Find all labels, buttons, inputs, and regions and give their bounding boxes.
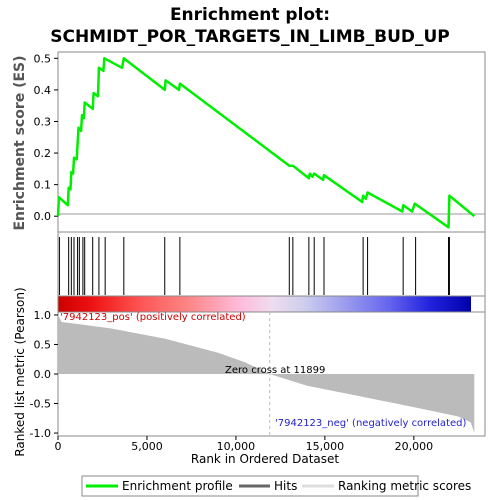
chart-title-line1: Enrichment plot: [170, 5, 330, 25]
x-tick-label: 0 [55, 440, 62, 453]
es-y-tick-label: 0.5 [34, 52, 52, 65]
legend-enrichment-label: Enrichment profile [122, 479, 233, 493]
x-tick-label: 20,000 [395, 440, 434, 453]
metric-y-axis: 1.0 0.5 0.0 -0.5 -1.0 [30, 309, 58, 440]
es-y-tick-label: 0.4 [34, 84, 52, 97]
positive-correlation-label: '7942123_pos' (positively correlated) [60, 312, 246, 323]
es-y-tick-label: 0.3 [34, 115, 52, 128]
es-y-tick-label: 0.2 [34, 147, 52, 160]
hits-markers [58, 237, 450, 295]
negative-correlation-label: '7942123_neg' (negatively correlated) [275, 418, 466, 429]
metric-y-tick-label: -0.5 [30, 398, 51, 411]
x-tick-label: 15,000 [306, 440, 345, 453]
es-panel-frame [57, 51, 486, 233]
metric-y-tick-label: 1.0 [34, 309, 52, 322]
zero-cross-label: Zero cross at 11899 [225, 365, 325, 376]
x-tick-label: 10,000 [217, 440, 256, 453]
legend-hits-label: Hits [274, 479, 297, 493]
es-y-tick-label: 0.0 [34, 210, 52, 223]
metric-y-axis-label: Ranked list metric (Pearson) [13, 287, 27, 456]
es-y-axis-label: Enrichment score (ES) [12, 55, 28, 230]
x-axis-label: Rank in Ordered Dataset [191, 452, 339, 466]
metric-y-tick-label: -1.0 [30, 427, 51, 440]
x-axis: 0 5,000 10,000 15,000 20,000 [55, 436, 434, 453]
ranking-metric-area [58, 315, 475, 433]
legend-metric-label: Ranking metric scores [338, 479, 471, 493]
hits-panel-frame [57, 231, 486, 297]
x-tick-label: 5,000 [131, 440, 163, 453]
metric-y-tick-label: 0.5 [34, 338, 52, 351]
chart-title-line2: SCHMIDT_POR_TARGETS_IN_LIMB_BUD_UP [50, 27, 450, 47]
ranking-heat-bar [58, 296, 471, 312]
es-y-tick-label: 0.1 [34, 179, 52, 192]
metric-y-tick-label: 0.0 [34, 368, 52, 381]
es-y-axis: 0.0 0.1 0.2 0.3 0.4 0.5 [34, 52, 58, 223]
enrichment-profile-line [56, 57, 476, 229]
